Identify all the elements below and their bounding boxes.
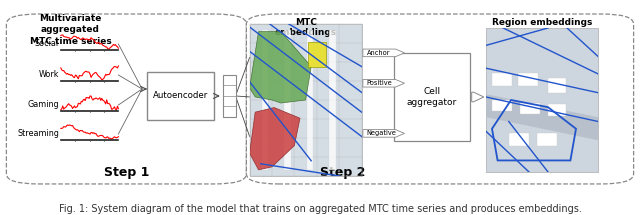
Polygon shape: [250, 32, 311, 103]
Bar: [492, 73, 512, 86]
Text: Streaming: Streaming: [17, 129, 59, 138]
FancyBboxPatch shape: [246, 14, 634, 184]
Text: Anchor: Anchor: [367, 50, 390, 56]
Text: Step 1: Step 1: [104, 166, 149, 179]
Text: Positive: Positive: [367, 80, 392, 86]
Bar: [509, 133, 529, 146]
FancyBboxPatch shape: [394, 53, 470, 141]
FancyBboxPatch shape: [147, 72, 214, 120]
Bar: [520, 103, 540, 114]
FancyBboxPatch shape: [223, 75, 236, 117]
Bar: [307, 30, 313, 170]
FancyArrow shape: [363, 49, 404, 57]
Polygon shape: [486, 94, 598, 140]
Bar: [518, 73, 538, 86]
FancyArrow shape: [363, 80, 404, 87]
FancyArrow shape: [363, 130, 404, 137]
Polygon shape: [308, 42, 326, 67]
Bar: [492, 100, 512, 112]
Bar: [329, 30, 335, 170]
Bar: [284, 30, 291, 170]
Text: Fig. 1: System diagram of the model that trains on aggregated MTC time series an: Fig. 1: System diagram of the model that…: [59, 204, 581, 214]
Text: Cell
aggregator: Cell aggregator: [407, 87, 457, 107]
Text: Multivariate
aggregated
MTC time series: Multivariate aggregated MTC time series: [29, 14, 111, 46]
Text: MTC
embeddings: MTC embeddings: [275, 18, 337, 37]
Text: Social: Social: [35, 40, 59, 49]
Text: Step 2: Step 2: [320, 166, 365, 179]
Bar: [537, 133, 557, 146]
FancyArrow shape: [472, 92, 484, 102]
Bar: [250, 24, 362, 176]
Bar: [486, 28, 598, 172]
Text: Autoencoder: Autoencoder: [153, 91, 209, 100]
Bar: [548, 78, 566, 93]
Polygon shape: [250, 108, 300, 170]
Text: Work: Work: [38, 71, 59, 80]
Bar: [262, 30, 268, 170]
Bar: [548, 104, 566, 116]
Text: Gaming: Gaming: [28, 100, 59, 109]
Text: Region embeddings: Region embeddings: [492, 18, 593, 27]
FancyBboxPatch shape: [6, 14, 246, 184]
Text: Negative: Negative: [367, 131, 397, 136]
